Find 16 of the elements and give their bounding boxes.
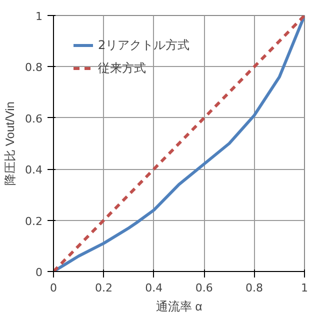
x-tick-label: 0 <box>50 282 57 294</box>
legend-label: 従来方式 <box>98 60 146 76</box>
y-tick-label: 1 <box>36 10 42 23</box>
y-tick-label: 0 <box>36 266 42 279</box>
y-tick-label: 0.8 <box>25 61 43 74</box>
y-tick-label: 0.2 <box>25 214 43 228</box>
y-tick-label: 0.4 <box>25 164 43 177</box>
x-tick-label: 0.4 <box>145 282 163 294</box>
x-axis-title: 通流率 α <box>156 300 202 314</box>
x-tick-label: 0.2 <box>94 282 112 294</box>
x-tick-label: 0.6 <box>195 282 213 294</box>
y-tick-label: 0.6 <box>25 112 43 126</box>
legend-label: 2リアクトル方式 <box>98 36 190 54</box>
y-axis-title: 降圧比 Vout/Vin <box>3 102 18 186</box>
x-tick-label: 1 <box>301 282 308 294</box>
x-tick-label: 0.8 <box>246 282 264 294</box>
